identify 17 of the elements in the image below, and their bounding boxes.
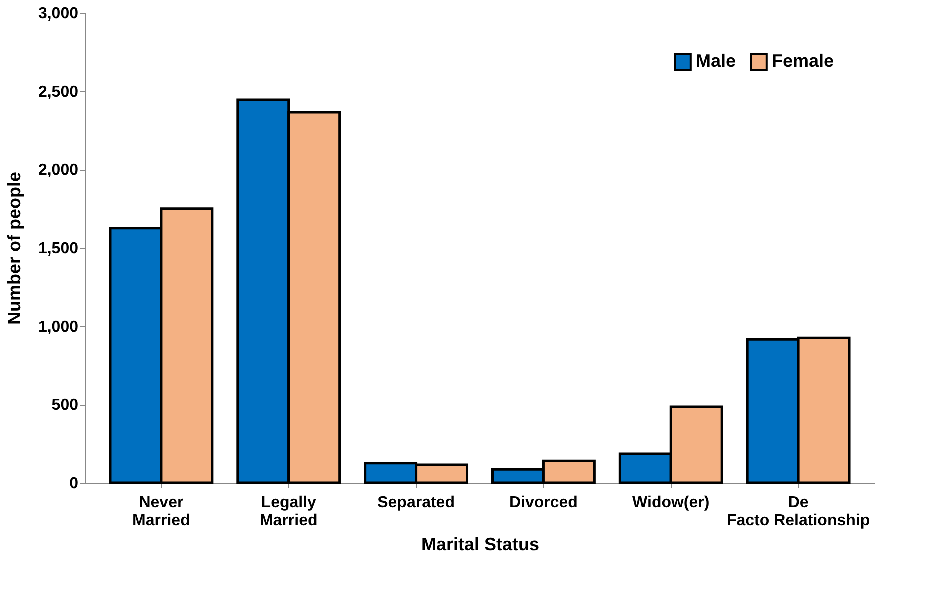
y-tick-label: 1,500 [38, 240, 79, 258]
x-tick-label: Divorced [509, 494, 578, 512]
y-axis-title: Number of people [4, 172, 24, 326]
y-tick-label: 3,000 [38, 6, 79, 22]
y-tick-label: 2,500 [38, 84, 79, 101]
x-axis-title: Marital Status [421, 534, 540, 554]
x-tick-label: Legally Married [260, 494, 318, 530]
y-tick-label: 0 [70, 476, 79, 492]
x-tick-label: Never Married [132, 494, 190, 530]
x-tick-label: De Facto Relationship [726, 494, 870, 530]
y-tick-label: 2,000 [38, 162, 79, 180]
y-tick-label: 500 [52, 397, 79, 414]
x-tick-label: Widow(er) [632, 494, 710, 512]
legend-label: Female [772, 51, 834, 72]
x-tick-label: Separated [378, 494, 455, 512]
y-tick-label: 1,000 [38, 318, 79, 336]
legend-label: Male [696, 51, 736, 72]
